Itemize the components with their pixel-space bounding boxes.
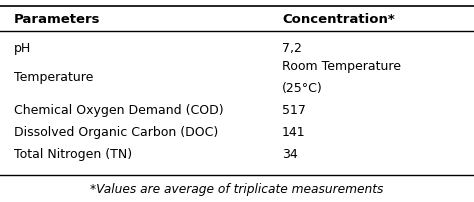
- Text: Concentration*: Concentration*: [282, 13, 395, 26]
- Text: Chemical Oxygen Demand (COD): Chemical Oxygen Demand (COD): [14, 104, 224, 117]
- Text: Room Temperature: Room Temperature: [282, 60, 401, 73]
- Text: Temperature: Temperature: [14, 71, 93, 84]
- Text: Dissolved Organic Carbon (DOC): Dissolved Organic Carbon (DOC): [14, 126, 219, 139]
- Text: 7,2: 7,2: [282, 42, 302, 55]
- Text: (25°C): (25°C): [282, 82, 323, 95]
- Text: Total Nitrogen (TN): Total Nitrogen (TN): [14, 148, 132, 161]
- Text: 517: 517: [282, 104, 306, 117]
- Text: pH: pH: [14, 42, 31, 55]
- Text: 34: 34: [282, 148, 298, 161]
- Text: Parameters: Parameters: [14, 13, 100, 26]
- Text: *Values are average of triplicate measurements: *Values are average of triplicate measur…: [91, 183, 383, 196]
- Text: 141: 141: [282, 126, 306, 139]
